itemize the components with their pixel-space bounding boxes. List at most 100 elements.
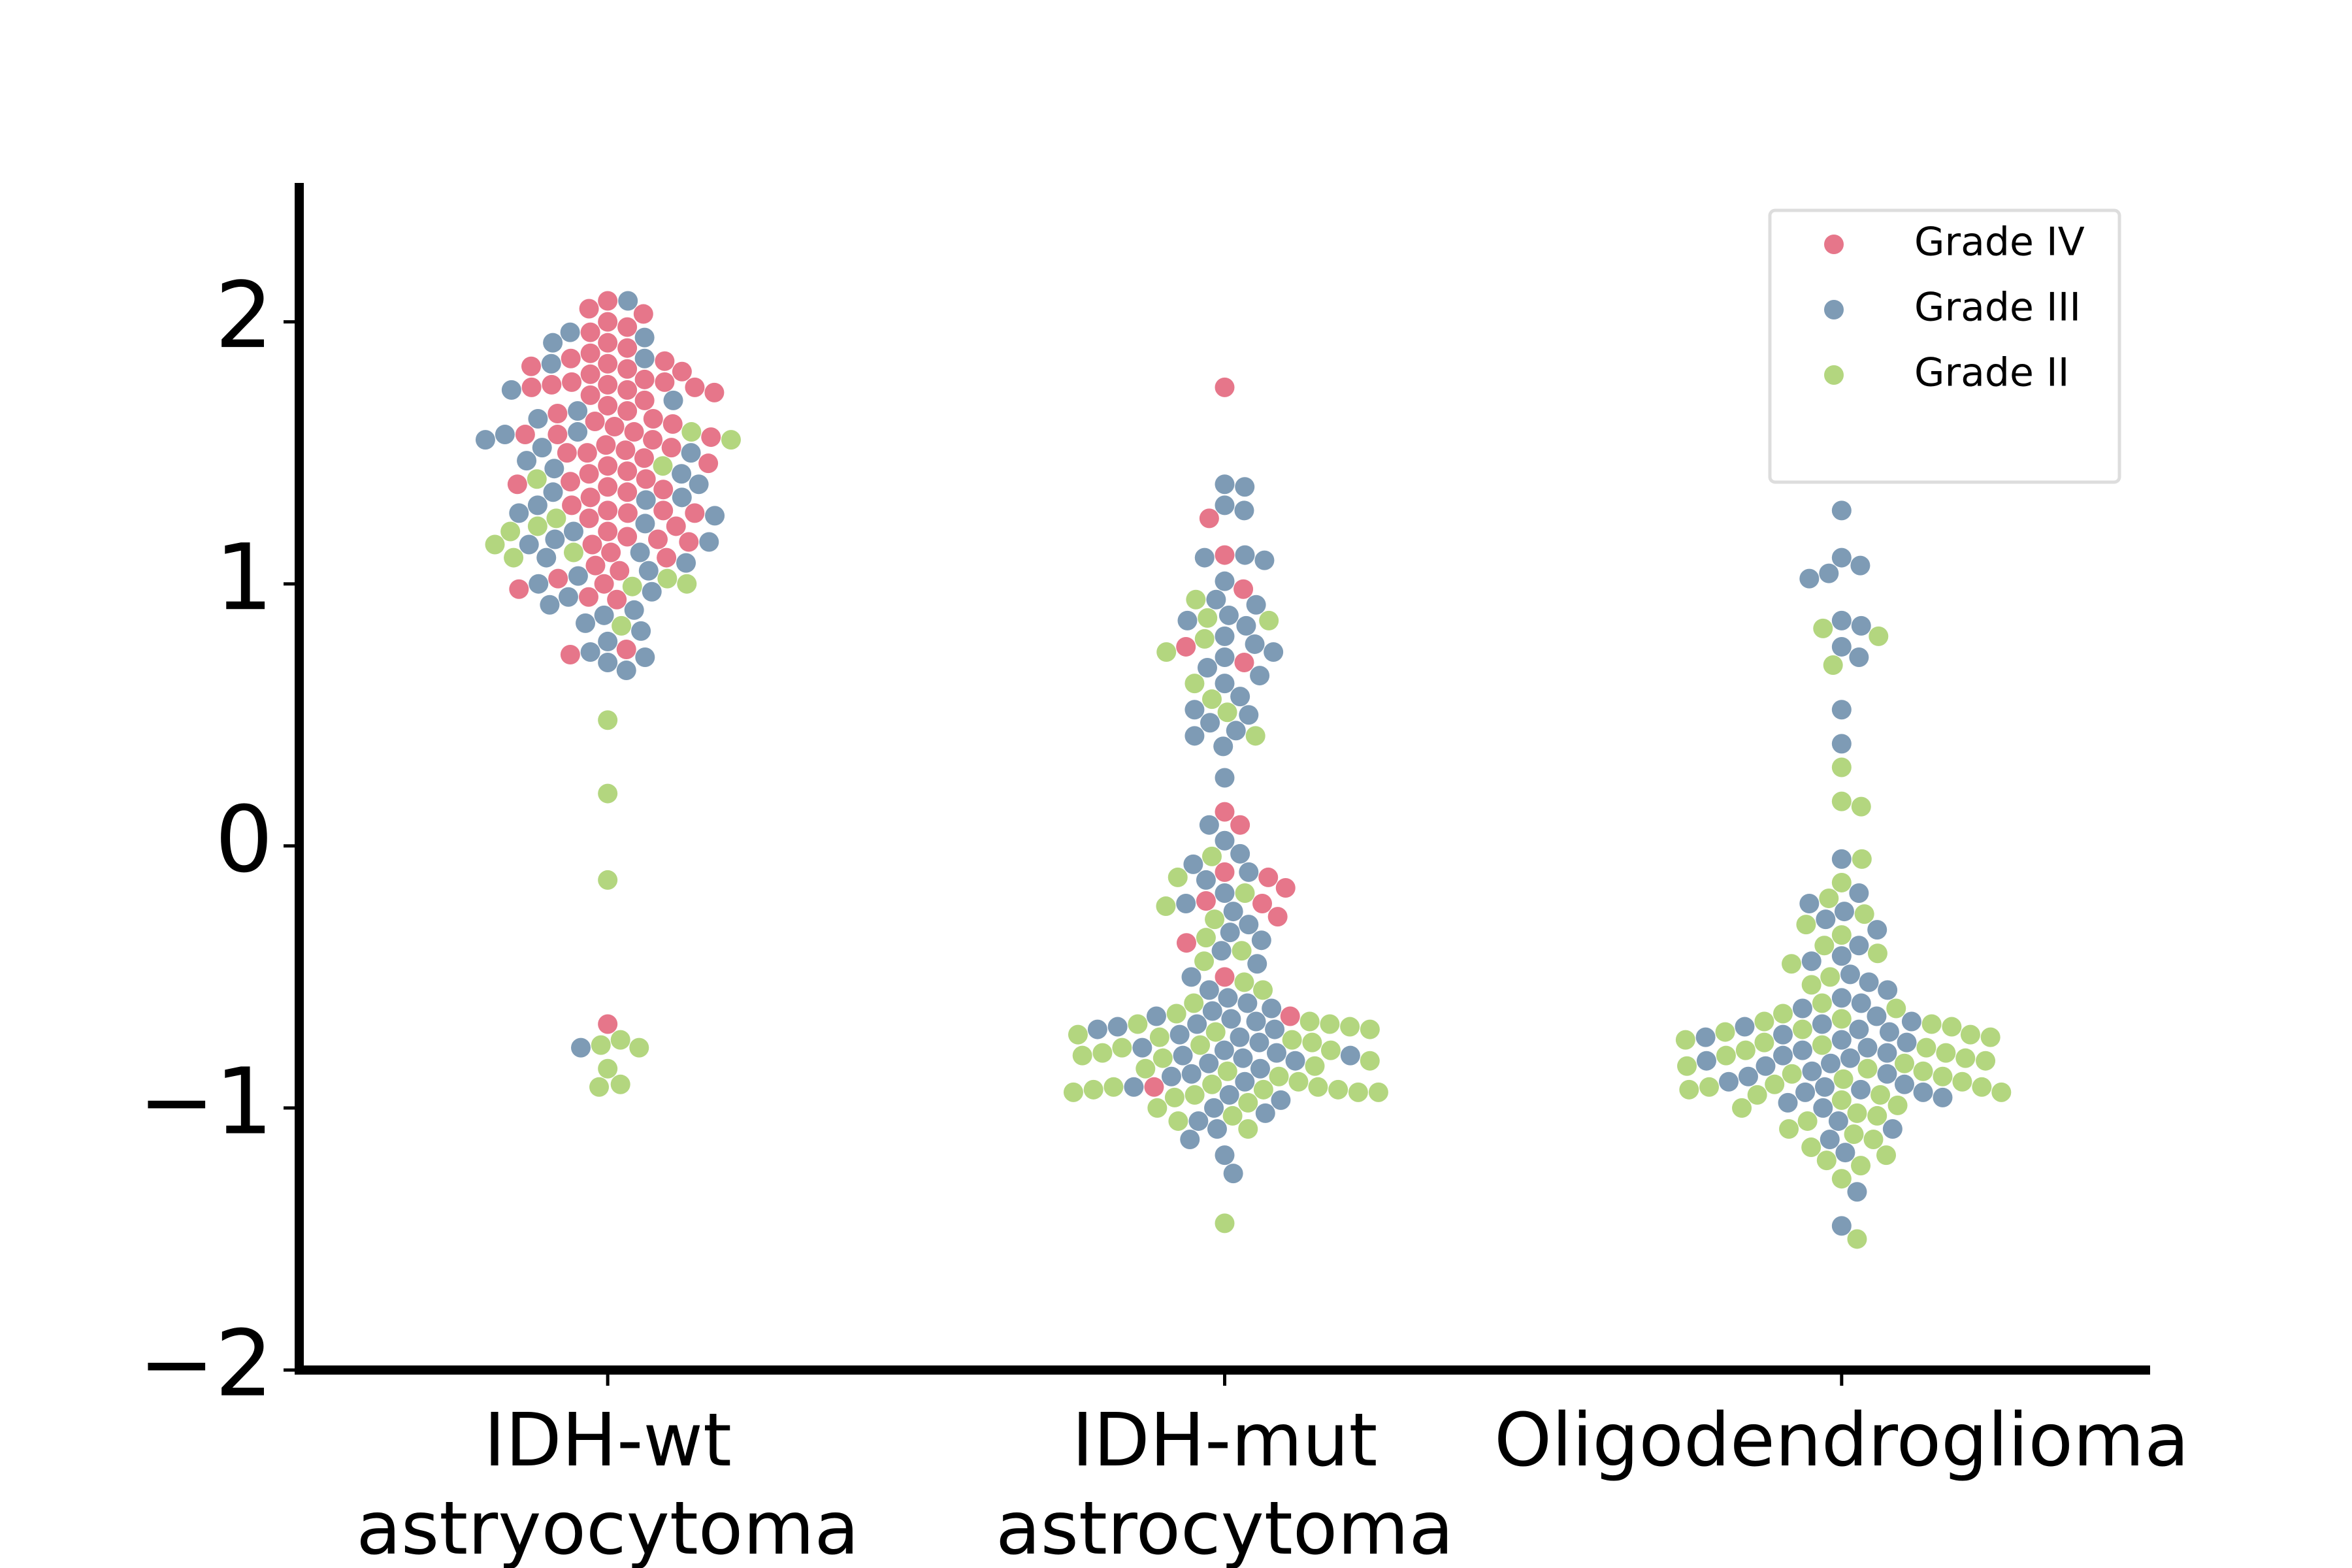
- swarm-point: [630, 542, 650, 563]
- swarm-point: [1249, 1032, 1269, 1053]
- swarm-point: [1812, 993, 1832, 1013]
- swarm-point: [1166, 1004, 1186, 1024]
- swarm-point: [1215, 768, 1235, 788]
- swarm-point: [661, 438, 681, 458]
- swarm-point: [1264, 642, 1284, 662]
- swarm-point: [1831, 988, 1852, 1008]
- swarm-point: [1879, 1022, 1899, 1042]
- swarm-point: [655, 351, 675, 371]
- swarm-point: [1214, 1040, 1234, 1060]
- swarm-point: [1834, 902, 1854, 922]
- swarm-point: [617, 461, 638, 482]
- swarm-point: [579, 299, 599, 319]
- swarm-point: [685, 377, 705, 397]
- swarm-point: [1368, 1082, 1388, 1102]
- swarm-point: [1820, 967, 1840, 987]
- swarm-point: [1156, 896, 1176, 917]
- swarm-point: [1773, 1004, 1793, 1024]
- swarm-point: [543, 333, 563, 353]
- swarm-point: [598, 353, 618, 374]
- swarm-point: [1204, 1098, 1224, 1118]
- swarm-point: [589, 1077, 610, 1097]
- swarm-point: [563, 521, 583, 542]
- swarm-point: [1340, 1017, 1360, 1037]
- swarm-point: [1831, 1030, 1852, 1050]
- swarm-point: [582, 534, 602, 555]
- swarm-point: [1246, 595, 1266, 615]
- swarm-point: [598, 291, 618, 311]
- swarm-point: [501, 380, 521, 400]
- swarm-point: [1867, 920, 1887, 940]
- swarm-point: [1186, 589, 1206, 610]
- y-tick-label: −2: [139, 1311, 273, 1418]
- swarm-point: [598, 521, 618, 542]
- swarm-point: [1176, 933, 1196, 953]
- swarm-point: [594, 605, 614, 625]
- swarm-point: [1252, 894, 1273, 914]
- swarm-point: [1302, 1032, 1322, 1053]
- swarm-point: [1275, 877, 1296, 898]
- swarm-point: [624, 422, 644, 442]
- swarm-point: [1215, 830, 1235, 851]
- swarm-point: [1236, 615, 1256, 636]
- swarm-point: [604, 417, 625, 437]
- swarm-point: [1253, 1079, 1273, 1100]
- swarm-point: [1184, 993, 1204, 1013]
- swarm-point: [705, 506, 725, 526]
- swarm-point: [1831, 849, 1852, 869]
- swarm-point: [1765, 1074, 1785, 1094]
- legend-marker: [1824, 300, 1844, 319]
- swarm-point: [1235, 883, 1255, 903]
- y-tick-label: −1: [139, 1049, 273, 1155]
- swarm-point: [1152, 1048, 1173, 1068]
- legend-label: Grade III: [1914, 285, 2081, 331]
- swarm-point: [636, 490, 656, 510]
- swarm-point: [1976, 1051, 1996, 1071]
- swarm-point: [548, 568, 568, 589]
- swarm-point: [1894, 1053, 1914, 1073]
- swarm-point: [1215, 647, 1235, 667]
- x-tick-label: IDH-mut: [1072, 1398, 1378, 1483]
- swarm-point: [1916, 1037, 1936, 1058]
- swarm-point: [1844, 1124, 1864, 1145]
- swarm-point: [1235, 477, 1255, 497]
- swarm-point: [1202, 1074, 1222, 1094]
- swarm-point: [1247, 954, 1267, 974]
- swarm-point: [1215, 474, 1235, 495]
- swarm-point: [1267, 907, 1288, 927]
- swarm-point: [1831, 872, 1852, 892]
- swarm-point: [1894, 1074, 1914, 1094]
- swarm-point: [1092, 1043, 1113, 1063]
- swarm-point: [1285, 1051, 1305, 1071]
- swarm-point: [1235, 1071, 1255, 1092]
- swarm-point: [1199, 1053, 1219, 1073]
- swarm-point: [1882, 1119, 1903, 1139]
- swarm-point: [580, 642, 600, 662]
- swarm-point: [1850, 555, 1870, 576]
- swarm-point: [655, 372, 675, 392]
- swarm-point: [507, 474, 527, 495]
- swarm-point: [561, 348, 581, 368]
- swarm-point: [1230, 843, 1250, 864]
- swarm-point: [547, 403, 568, 423]
- swarm-point: [598, 500, 618, 521]
- swarm-point: [598, 1058, 618, 1079]
- swarm-point: [1991, 1082, 2012, 1102]
- swarm-point: [1169, 1024, 1190, 1045]
- swarm-point: [1190, 1035, 1211, 1055]
- swarm-point: [1245, 634, 1265, 654]
- swarm-point: [558, 587, 578, 607]
- swarm-point: [617, 317, 638, 337]
- swarm-point: [1816, 909, 1836, 930]
- swarm-point: [568, 422, 588, 442]
- swarm-point: [681, 422, 702, 442]
- swarm-point: [610, 1030, 630, 1050]
- swarm-point: [679, 532, 699, 552]
- swarm-point: [515, 425, 535, 445]
- swarm-point: [1360, 1051, 1380, 1071]
- swarm-point: [1867, 943, 1887, 964]
- x-tick-label: astrocytoma: [996, 1486, 1454, 1568]
- swarm-point: [532, 438, 552, 458]
- swarm-point: [607, 589, 627, 610]
- swarm-point: [500, 521, 521, 542]
